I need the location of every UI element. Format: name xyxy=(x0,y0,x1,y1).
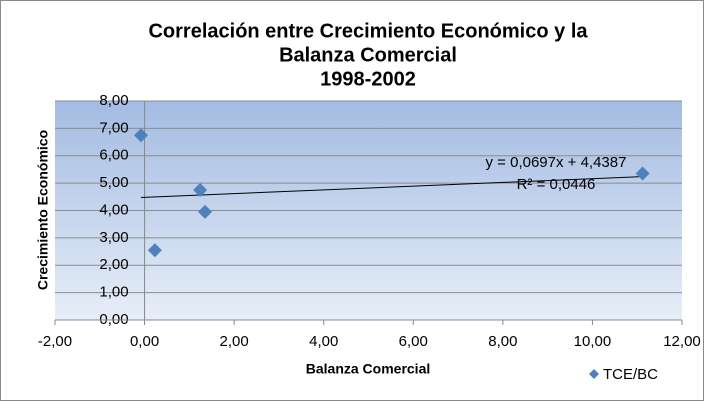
x-tick-label: 2,00 xyxy=(220,333,249,350)
y-tick-label: 6,00 xyxy=(99,147,128,164)
x-tick-label: -2,00 xyxy=(38,333,72,350)
x-axis-label: Balanza Comercial xyxy=(306,361,431,377)
trendline-equation: y = 0,0697x + 4,4387 xyxy=(486,154,627,171)
point xyxy=(147,243,162,258)
y-tick-label: 2,00 xyxy=(99,256,128,273)
y-tick-label: 0,00 xyxy=(99,311,128,328)
x-tick-label: 6,00 xyxy=(399,333,428,350)
x-tick-label: 4,00 xyxy=(309,333,338,350)
x-tick-label: 8,00 xyxy=(488,333,517,350)
y-tick-label: 1,00 xyxy=(99,284,128,301)
x-tick-label: 12,00 xyxy=(663,333,701,350)
chart-title: Balanza Comercial xyxy=(279,44,457,66)
point xyxy=(635,166,650,181)
point xyxy=(133,128,148,143)
y-tick-label: 3,00 xyxy=(99,229,128,246)
y-tick-label: 7,00 xyxy=(99,119,128,136)
chart-title: 1998-2002 xyxy=(320,68,416,90)
y-tick-label: 4,00 xyxy=(99,201,128,218)
legend-marker xyxy=(589,369,599,379)
y-tick-label: 8,00 xyxy=(99,92,128,109)
chart-title: Correlación entre Crecimiento Económico … xyxy=(148,20,588,42)
y-axis-label: Crecimiento Económico xyxy=(35,130,51,290)
point xyxy=(198,204,213,219)
point xyxy=(193,182,208,197)
trendline xyxy=(140,176,643,198)
x-tick-label: 0,00 xyxy=(130,333,159,350)
x-tick-label: 10,00 xyxy=(574,333,612,350)
y-tick-label: 5,00 xyxy=(99,174,128,191)
legend-label: TCE/BC xyxy=(603,366,658,383)
trendline-r2: R² = 0,0446 xyxy=(517,176,596,193)
